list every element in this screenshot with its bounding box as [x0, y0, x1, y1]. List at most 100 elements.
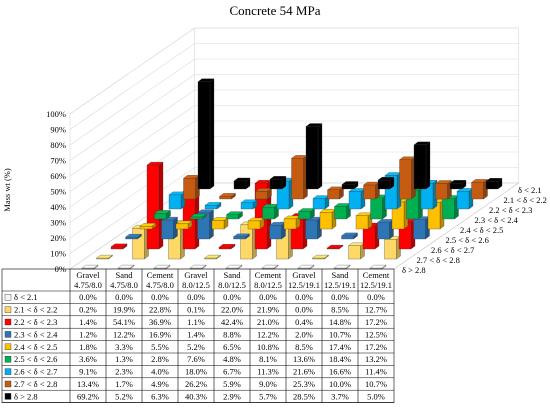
bar	[240, 221, 257, 260]
data-label: 5.5%	[151, 342, 169, 352]
bar-front	[110, 246, 124, 250]
category-label: Cement	[363, 270, 390, 280]
bar-front	[456, 191, 470, 210]
category-label: Gravel	[76, 270, 100, 280]
bar-front	[485, 181, 499, 190]
data-label: 18.0%	[185, 367, 207, 377]
bar-side	[209, 78, 215, 190]
data-label: 4.8%	[223, 354, 241, 364]
gridline	[69, 136, 519, 223]
data-label: 4.9%	[151, 379, 169, 389]
gridline	[69, 58, 519, 146]
bar	[269, 175, 287, 190]
data-label: 10.7%	[329, 329, 351, 339]
bar	[190, 213, 207, 220]
bar-front	[370, 197, 383, 220]
data-label: 69.2%	[77, 391, 99, 401]
depth-axis-label: 2.4 < δ < 2.5	[460, 225, 503, 235]
bar-front	[255, 191, 268, 200]
data-label: 0.1%	[187, 305, 205, 315]
bar-front	[269, 179, 283, 190]
bar-front	[139, 226, 153, 230]
data-label: 14.8%	[329, 317, 351, 327]
bar	[261, 264, 279, 270]
y-tick-label: 60%	[50, 171, 66, 181]
bar-front	[132, 228, 145, 260]
bar-front	[348, 191, 362, 210]
gridline	[69, 105, 519, 192]
data-label: 21.0%	[257, 317, 279, 327]
bar	[312, 254, 329, 260]
bar	[197, 78, 215, 190]
bar	[233, 233, 250, 240]
bar	[355, 212, 373, 230]
data-label: 2.9%	[223, 391, 241, 401]
bar-front	[305, 126, 319, 190]
gridline	[69, 151, 519, 239]
bar	[269, 222, 286, 240]
data-label: 0.0%	[331, 292, 349, 302]
bar-front	[219, 196, 232, 200]
y-tick-label: 100%	[46, 109, 66, 119]
bar	[189, 264, 207, 270]
category-label: Cement	[147, 270, 174, 280]
bar	[456, 188, 474, 210]
y-tick-label: 90%	[50, 125, 66, 135]
chart-title: Concrete 54 MPa	[230, 3, 321, 18]
category-sublabel: 12.5/19.1	[324, 280, 356, 290]
data-label: 11.4%	[365, 367, 387, 377]
depth-axis-label: 2.1 < δ < 2.2	[504, 195, 547, 205]
depth-axis-label: 2.2 < δ < 2.3	[489, 205, 532, 215]
bar-front	[435, 183, 448, 200]
bar	[218, 243, 236, 250]
data-table: Gravel4.75/8.0Sand4.75/8.0Cement4.75/8.0…	[1, 268, 395, 403]
bar-front	[413, 219, 426, 240]
bar	[485, 177, 503, 190]
bar-front	[341, 184, 355, 190]
bar	[197, 209, 214, 240]
data-label: 1.7%	[115, 379, 133, 389]
data-label: 8.1%	[259, 354, 277, 364]
bar	[262, 203, 279, 220]
depth-axis-label: δ < 2.1	[518, 185, 542, 195]
data-label: 6.5%	[223, 342, 241, 352]
data-label: 10.7%	[365, 379, 387, 389]
category-sublabel: 12.5/19.1	[288, 280, 320, 290]
bar	[154, 210, 171, 220]
data-label: 0.0%	[115, 292, 133, 302]
y-tick-label: 40%	[50, 202, 66, 212]
legend-entry: 2.7 < δ < 2.8	[14, 379, 57, 389]
data-label: 12.2%	[257, 329, 279, 339]
y-tick-label: 20%	[50, 233, 66, 243]
category-sublabel: 12.5/19.1	[360, 280, 392, 290]
bar	[204, 202, 222, 210]
data-label: 2.8%	[151, 354, 169, 364]
category-label: Gravel	[292, 270, 316, 280]
data-label: 3.6%	[79, 354, 97, 364]
bar-front	[211, 220, 225, 230]
bar	[449, 179, 467, 190]
y-tick-label: 10%	[50, 249, 66, 259]
bar	[132, 224, 149, 260]
data-label: 21.9%	[257, 305, 279, 315]
bar-front	[204, 205, 218, 210]
data-label: 36.9%	[149, 317, 171, 327]
data-label: 2.3%	[115, 367, 133, 377]
bar	[413, 141, 431, 190]
data-label: 12.5%	[365, 329, 387, 339]
bar-front	[413, 144, 427, 190]
legend-swatch	[4, 318, 12, 326]
bar	[139, 222, 157, 230]
category-label: Cement	[255, 270, 282, 280]
category-label: Gravel	[184, 270, 208, 280]
data-label: 42.4%	[221, 317, 243, 327]
data-label: 4.0%	[151, 367, 169, 377]
bar-front	[298, 211, 311, 220]
bar-front	[283, 218, 297, 230]
category-sublabel: 4.75/8.0	[74, 280, 102, 290]
bar-front	[233, 180, 247, 190]
bar	[297, 264, 315, 270]
bar	[377, 176, 395, 190]
